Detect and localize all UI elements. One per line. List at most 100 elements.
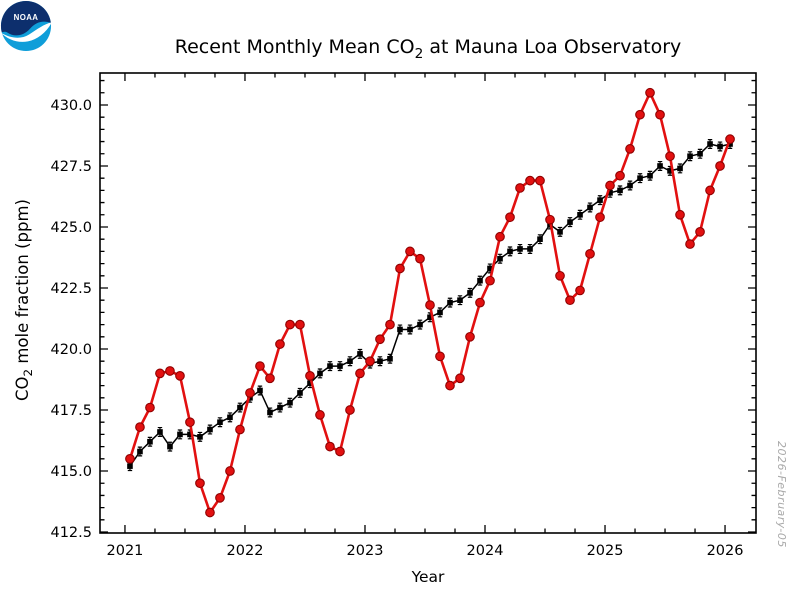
x-tick-label: 2025 xyxy=(587,543,624,559)
monthly-mean-point xyxy=(595,212,605,223)
trend-point xyxy=(257,387,263,394)
trend-point xyxy=(507,248,513,255)
noaa-logo-text: NOAA xyxy=(14,13,39,22)
trend-point xyxy=(497,255,503,262)
monthly-mean-point xyxy=(725,134,735,144)
monthly-mean-point xyxy=(565,295,575,306)
trend-point xyxy=(727,141,733,147)
monthly-mean-point xyxy=(275,339,285,349)
trend-point xyxy=(477,277,483,284)
monthly-mean-point xyxy=(255,361,265,371)
trend-point xyxy=(297,390,303,396)
trend-point xyxy=(137,448,143,455)
monthly-mean-point xyxy=(485,275,495,286)
trend-point xyxy=(567,219,573,225)
trend-point xyxy=(317,370,323,377)
monthly-mean-point xyxy=(605,180,615,191)
x-axis-label: Year xyxy=(411,568,445,586)
trend-point xyxy=(577,211,583,218)
y-axis-label: CO2 mole fraction (ppm) xyxy=(13,199,35,401)
monthly-mean-point xyxy=(555,270,565,281)
monthly-mean-point xyxy=(655,109,665,120)
y-axis-label-text: CO xyxy=(12,376,32,401)
monthly-mean-point xyxy=(225,466,235,476)
noaa-logo: NOAA xyxy=(0,0,52,52)
chart-title: Recent Monthly Mean CO2 at Mauna Loa Obs… xyxy=(0,36,800,62)
trend-point xyxy=(437,309,443,316)
monthly-mean-point xyxy=(125,453,135,464)
trend-point xyxy=(217,419,223,426)
trend-point xyxy=(177,431,183,438)
monthly-mean-point xyxy=(455,373,465,384)
y-tick-label: 430.0 xyxy=(50,98,92,114)
monthly-mean-point xyxy=(635,109,645,120)
y-tick-label: 412.5 xyxy=(50,525,92,541)
monthly-mean-point xyxy=(285,319,295,330)
minor-ticks xyxy=(100,73,756,533)
monthly-mean-point xyxy=(425,300,435,310)
trend-point xyxy=(707,141,713,147)
x-tick-label: 2021 xyxy=(107,543,144,559)
monthly-mean-point xyxy=(615,170,625,181)
x-tick-label: 2026 xyxy=(707,543,744,559)
trend-point xyxy=(327,363,333,369)
monthly-mean-point xyxy=(365,356,375,367)
monthly-mean-point xyxy=(495,231,505,242)
trend-point xyxy=(447,299,453,306)
x-tick-label: 2024 xyxy=(467,543,504,559)
monthly-mean-point xyxy=(355,368,365,379)
y-tick-label: 420.0 xyxy=(50,342,92,358)
trend-point xyxy=(517,246,523,252)
monthly-mean-point xyxy=(335,446,345,457)
y-tick-label: 427.5 xyxy=(50,159,92,175)
trend-point xyxy=(607,190,613,196)
date-watermark: 2026-February-05 xyxy=(775,441,788,548)
trend-point xyxy=(307,380,313,386)
trend-point xyxy=(127,463,133,469)
trend-point xyxy=(597,197,603,203)
trend-point xyxy=(617,187,623,194)
monthly-mean-point xyxy=(175,370,185,381)
x-tick-label: 2023 xyxy=(347,543,384,559)
trend-point xyxy=(277,404,283,411)
trend-point xyxy=(717,143,723,150)
monthly-mean-point xyxy=(515,183,525,193)
trend-point xyxy=(187,431,193,438)
y-tick-label: 415.0 xyxy=(50,464,92,480)
trend-point xyxy=(587,204,593,211)
trend-point xyxy=(157,429,163,435)
y-axis-label-text-2: mole fraction (ppm) xyxy=(12,199,32,369)
monthly-mean-point xyxy=(385,319,395,330)
y-tick-label: 422.5 xyxy=(50,281,92,297)
trend-point xyxy=(407,326,413,333)
trend-point xyxy=(457,297,463,303)
monthly-mean-point xyxy=(665,151,675,162)
trend-point xyxy=(387,355,393,362)
trend-point xyxy=(147,438,153,445)
y-tick-label: 417.5 xyxy=(50,403,92,419)
monthly-mean-point xyxy=(475,297,485,308)
monthly-mean-point xyxy=(155,368,165,379)
monthly-mean-point xyxy=(625,144,635,154)
trend-point xyxy=(397,326,403,333)
monthly-mean-point xyxy=(375,334,385,345)
monthly-mean-point xyxy=(315,410,325,420)
monthly-mean-point xyxy=(465,331,475,342)
trend-point xyxy=(357,351,363,357)
monthly-mean-point xyxy=(215,493,225,503)
noaa-logo-sky xyxy=(0,0,52,36)
chart-title-text-2: at Mauna Loa Observatory xyxy=(423,36,682,58)
trend-point xyxy=(687,153,693,160)
monthly-mean-point xyxy=(295,319,305,330)
trend-point xyxy=(487,265,493,272)
monthly-mean-point xyxy=(535,175,545,186)
y-tick-label: 425.0 xyxy=(50,220,92,236)
chart-title-subscript: 2 xyxy=(414,45,424,62)
monthly-mean-point xyxy=(415,253,425,264)
major-ticks xyxy=(100,73,756,533)
monthly-mean-point xyxy=(165,366,175,376)
monthly-mean-point xyxy=(715,161,725,171)
monthly-mean-point xyxy=(265,373,275,384)
monthly-mean-point xyxy=(435,351,445,362)
monthly-mean-point xyxy=(705,185,715,196)
